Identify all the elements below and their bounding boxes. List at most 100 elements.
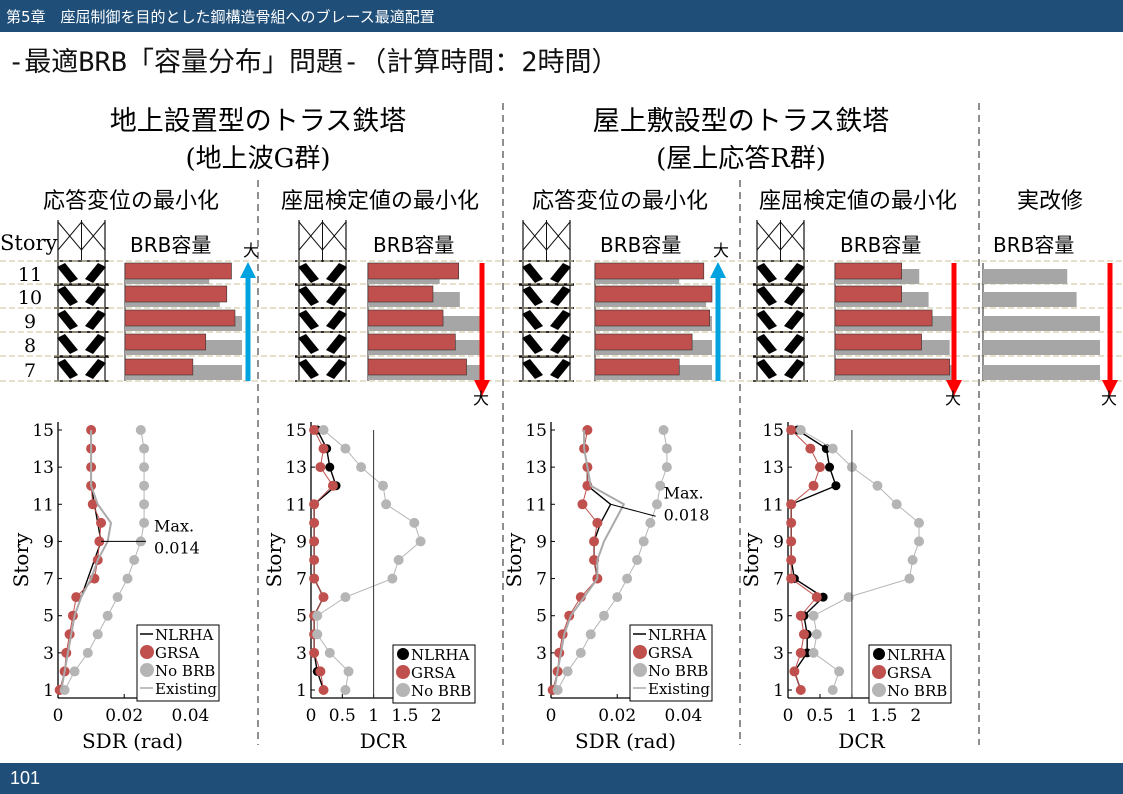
y-tick-label: 1 [43, 681, 54, 701]
series-nobrb-point [904, 573, 915, 584]
legend-swatch [633, 645, 647, 659]
existing-capacity-bar [983, 316, 1100, 331]
y-tick-label: 13 [525, 458, 547, 478]
page-number: 101 [10, 768, 41, 788]
truss-frame-diagram [753, 220, 808, 382]
group-subtitle: (地上波G群) [185, 144, 330, 174]
series-nlrha-point [831, 481, 841, 491]
series-nobrb-point [914, 536, 925, 547]
x-tick-label: 0.04 [665, 706, 703, 726]
legend-label: GRSA [887, 664, 932, 682]
legend-swatch [872, 683, 886, 697]
truss-frame-diagram [519, 220, 574, 382]
x-axis-label: SDR (rad) [575, 729, 676, 753]
large-label: 大 [243, 241, 259, 260]
legend-label: NLRHA [887, 646, 945, 664]
brb-element [522, 359, 543, 379]
x-tick-label: 0 [53, 706, 64, 726]
series-nobrb-point [415, 536, 426, 547]
series-grsa-point [786, 425, 797, 435]
optimal-capacity-bar [367, 358, 467, 376]
brb-element [298, 334, 319, 354]
brb-element [756, 310, 777, 330]
optimal-capacity-bar [124, 309, 236, 327]
y-tick-label: 11 [525, 495, 547, 515]
series-grsa-point [96, 517, 107, 528]
legend-swatch [872, 665, 886, 679]
brb-element [756, 334, 777, 354]
x-tick-label: 1.5 [391, 706, 418, 726]
legend-label: No BRB [411, 682, 471, 700]
story-number: 7 [24, 360, 36, 382]
series-nobrb-point [808, 647, 819, 658]
increase-arrow-head [946, 380, 962, 396]
series-nobrb-point [811, 629, 822, 640]
series-nobrb-point [638, 536, 649, 547]
brb-element [522, 334, 543, 354]
optimal-capacity-bar [834, 285, 902, 303]
max-annotation-leader [610, 503, 656, 517]
large-label: 大 [945, 389, 961, 408]
x-axis-label: SDR (rad) [82, 729, 183, 753]
y-tick-label: 13 [32, 458, 54, 478]
series-nobrb-point [381, 499, 392, 510]
x-tick-label: 0.5 [329, 706, 356, 726]
group-subtitle: (屋上応答R群) [656, 144, 826, 174]
group-title: 地上設置型のトラス鉄塔 [110, 106, 406, 137]
series-grsa-point [577, 499, 588, 510]
brb-capacity-label: BRB容量 [840, 233, 921, 257]
y-tick-label: 3 [536, 644, 547, 664]
y-tick-label: 7 [773, 570, 784, 590]
brb-element [57, 310, 78, 330]
series-nobrb-point [872, 480, 883, 491]
series-grsa-point [798, 629, 809, 640]
y-tick-label: 15 [525, 421, 547, 441]
series-nobrb-point [92, 629, 103, 640]
brb-element [326, 310, 347, 330]
frame-brace [57, 221, 106, 237]
optimal-capacity-bar [124, 358, 194, 376]
series-grsa-point [309, 647, 320, 658]
y-tick-label: 3 [43, 644, 54, 664]
truss-frame-diagram [295, 220, 350, 382]
series-nobrb-point [914, 517, 925, 528]
series-nobrb-point [312, 629, 323, 640]
legend-label: NLRHA [155, 626, 213, 644]
legend-swatch [140, 663, 154, 677]
x-axis-label: DCR [360, 729, 407, 753]
column-title: 応答変位の最小化 [43, 189, 219, 214]
series-grsa-point [309, 573, 320, 584]
series-nobrb-point [378, 480, 388, 491]
y-tick-label: 9 [536, 532, 547, 552]
x-tick-label: 0 [783, 706, 794, 726]
brb-element [756, 263, 777, 283]
series-nobrb-point [387, 573, 398, 584]
series-nobrb-point [645, 517, 656, 528]
y-tick-label: 11 [762, 495, 784, 515]
legend-label: Existing [648, 680, 710, 698]
legend-label: Existing [155, 680, 217, 698]
brb-element [756, 359, 777, 379]
series-grsa-point [318, 685, 329, 695]
y-tick-label: 7 [536, 570, 547, 590]
series-nobrb-point [658, 425, 669, 435]
legend-label: No BRB [887, 682, 947, 700]
series-grsa-point [795, 647, 806, 658]
column-title: 座屈検定値の最小化 [281, 189, 479, 214]
series-grsa-point [805, 443, 816, 454]
series-nobrb-point [795, 425, 806, 435]
brb-element [756, 286, 777, 306]
chapter-title: 第5章 座屈制御を目的とした鋼構造骨組へのブレース最適配置 [6, 8, 435, 26]
series-nobrb-point [393, 555, 404, 565]
series-nobrb-point [135, 425, 146, 435]
frame-brace [298, 235, 347, 251]
brb-element [85, 263, 106, 283]
legend-swatch [633, 663, 647, 677]
series-nobrb-point [585, 629, 596, 640]
brb-capacity-label: BRB容量 [373, 233, 454, 257]
brb-element [298, 310, 319, 330]
legend-swatch [396, 665, 410, 679]
x-tick-label: 1 [846, 706, 857, 726]
brb-element [550, 310, 571, 330]
legend-label: No BRB [648, 662, 708, 680]
